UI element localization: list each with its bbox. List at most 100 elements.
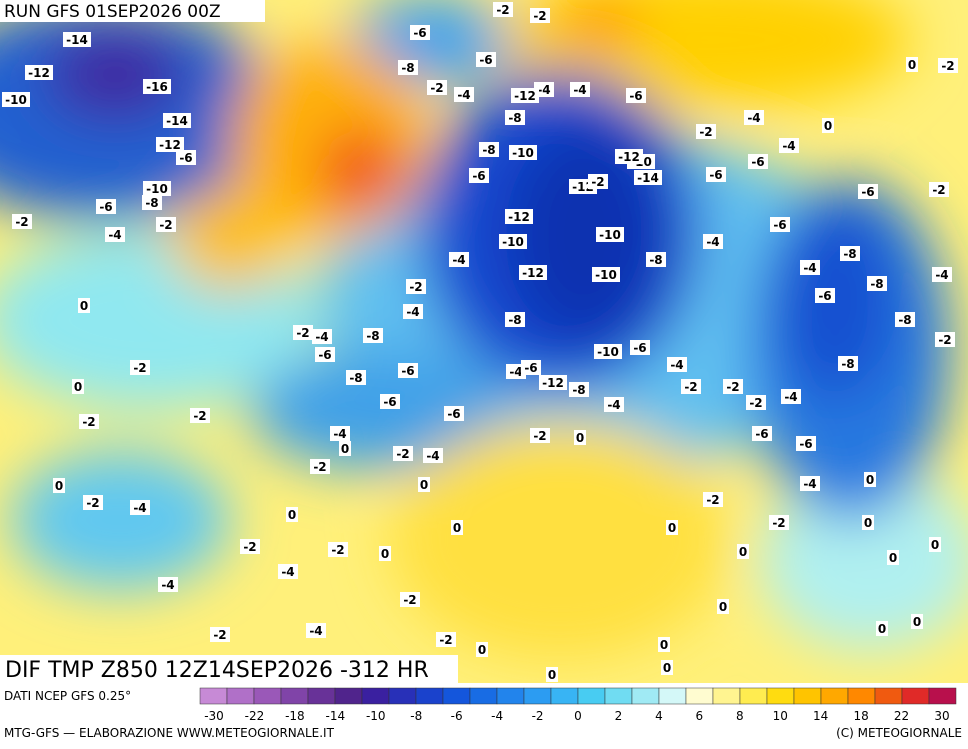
colorbar-swatch <box>253 687 282 705</box>
contour-label: -8 <box>145 196 158 210</box>
contour-label: -6 <box>751 155 764 169</box>
contour-label: -4 <box>315 330 328 344</box>
contour-label: -2 <box>726 380 739 394</box>
colorbar-swatch <box>658 687 687 705</box>
contour-label: -4 <box>607 398 620 412</box>
contour-label: -8 <box>508 111 521 125</box>
contour-label: -8 <box>843 247 856 261</box>
label-box <box>838 356 858 371</box>
label-box <box>436 632 456 647</box>
label-box <box>862 515 874 530</box>
label-box <box>398 60 418 75</box>
label-box <box>748 154 768 169</box>
label-box <box>634 170 662 185</box>
contour-label: -10 <box>502 235 524 249</box>
colorbar-label: 2 <box>615 709 623 723</box>
label-box <box>752 426 772 441</box>
colorbar-swatch <box>820 687 849 705</box>
label-box <box>312 329 332 344</box>
contour-label: -2 <box>403 593 416 607</box>
contour-label: -6 <box>799 437 812 451</box>
label-box <box>938 58 958 73</box>
contour-label: -6 <box>383 395 396 409</box>
contour-label: -6 <box>861 185 874 199</box>
colorbar-label: -14 <box>326 709 346 723</box>
label-box <box>546 667 558 682</box>
label-box <box>130 360 150 375</box>
contour-label: -4 <box>161 578 174 592</box>
label-box <box>929 537 941 552</box>
colorbar-swatch <box>847 687 876 705</box>
colorbar-label: 18 <box>853 709 868 723</box>
label-box <box>630 340 650 355</box>
label-box <box>493 2 513 17</box>
contour-label: -2 <box>699 125 712 139</box>
label-box <box>79 414 99 429</box>
label-box <box>427 80 447 95</box>
contour-label: 0 <box>660 638 668 652</box>
label-box <box>306 623 326 638</box>
colorbar-swatch <box>712 687 741 705</box>
colorbar-swatch <box>793 687 822 705</box>
label-box <box>661 660 673 675</box>
contour-label: -8 <box>572 383 585 397</box>
contour-label: -12 <box>28 66 50 80</box>
colorbar-swatch <box>766 687 795 705</box>
run-label: RUN GFS 01SEP2026 00Z <box>4 2 221 22</box>
credit-label: MTG-GFS — ELABORAZIONE WWW.METEOGIORNALE… <box>4 726 335 740</box>
label-box <box>703 234 723 249</box>
colorbar-swatch <box>928 687 957 705</box>
label-box <box>681 379 701 394</box>
colorbar-label: 0 <box>574 709 582 723</box>
contour-label: 0 <box>668 521 676 535</box>
contour-label: -2 <box>313 460 326 474</box>
contour-label: 0 <box>866 473 874 487</box>
label-box <box>929 182 949 197</box>
label-box <box>400 592 420 607</box>
label-box <box>393 446 413 461</box>
label-box <box>240 539 260 554</box>
label-box <box>83 495 103 510</box>
label-box <box>406 279 426 294</box>
contour-label: -2 <box>932 183 945 197</box>
contour-label: -10 <box>599 228 621 242</box>
label-box <box>876 621 888 636</box>
contour-label: -12 <box>159 138 181 152</box>
contour-label: -6 <box>633 341 646 355</box>
contour-label: -12 <box>522 266 544 280</box>
colorbar-label: 30 <box>934 709 949 723</box>
contour-label: -10 <box>512 146 534 160</box>
contour-label: 0 <box>341 442 349 456</box>
label-box <box>658 637 670 652</box>
label-box <box>626 88 646 103</box>
contour-label: 0 <box>913 615 921 629</box>
label-box <box>895 312 915 327</box>
colorbar-swatch <box>874 687 903 705</box>
colorbar-label: -6 <box>451 709 463 723</box>
label-box <box>423 448 443 463</box>
contour-label: -6 <box>709 168 722 182</box>
label-box <box>476 642 488 657</box>
contour-label: -10 <box>146 182 168 196</box>
label-box <box>569 382 589 397</box>
label-box <box>339 441 351 456</box>
label-box <box>105 227 125 242</box>
label-box <box>840 246 860 261</box>
label-box <box>717 599 729 614</box>
label-box <box>796 436 816 451</box>
colorbar-swatch <box>523 687 552 705</box>
contour-label: -6 <box>818 289 831 303</box>
contour-label: -4 <box>426 449 439 463</box>
contour-label: 0 <box>719 600 727 614</box>
label-box <box>96 199 116 214</box>
contour-label: -4 <box>573 83 586 97</box>
label-box <box>570 82 590 97</box>
contour-label: -12 <box>508 210 530 224</box>
label-box <box>499 234 527 249</box>
contour-label: 0 <box>889 551 897 565</box>
label-box <box>330 426 350 441</box>
field-blob <box>10 450 230 590</box>
contour-label: -2 <box>243 540 256 554</box>
label-box <box>176 150 196 165</box>
contour-label: -6 <box>472 169 485 183</box>
